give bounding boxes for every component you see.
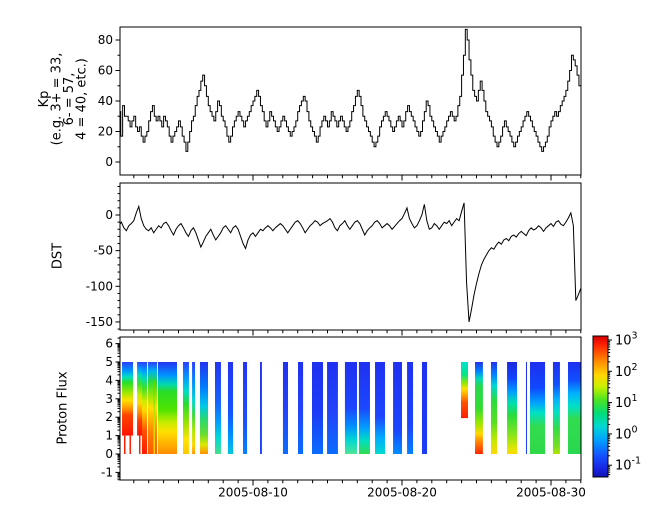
dst-axis-label: DST <box>51 243 66 269</box>
dst-ytick-label: 0 <box>105 208 113 222</box>
date-tick-label: 2005-08-10 <box>218 486 288 500</box>
kp-ytick-label: 40 <box>98 94 113 108</box>
colorbar-tick-label: 102 <box>615 362 638 380</box>
flux-band <box>490 362 498 454</box>
flux-band <box>137 362 142 436</box>
flux-band <box>475 362 483 454</box>
colorbar-tick-label: 101 <box>615 393 638 411</box>
kp-series <box>120 28 581 152</box>
flux-band <box>552 362 560 454</box>
flux-band <box>147 362 158 454</box>
flux-band <box>142 362 148 454</box>
flux-band <box>182 362 189 454</box>
flux-band <box>139 435 141 454</box>
flux-band <box>153 380 155 454</box>
flux-band <box>129 435 131 454</box>
flux-band <box>393 362 402 454</box>
flux-band <box>215 362 221 454</box>
flux-band <box>227 362 234 454</box>
flux-band <box>282 362 289 454</box>
flux-band <box>123 435 126 454</box>
flux-band <box>461 362 468 419</box>
flux-band <box>260 362 262 454</box>
flux-band <box>375 362 386 454</box>
dst-ytick-label: -50 <box>93 244 113 258</box>
flux-band <box>298 362 304 454</box>
date-tick-label: 2005-08-20 <box>367 486 437 500</box>
proton-flux-spectrogram <box>122 362 581 454</box>
dst-ytick-label: -100 <box>86 279 113 293</box>
dst-ytick-label: -150 <box>86 315 113 329</box>
flux-band <box>358 362 370 454</box>
flux-band <box>199 362 209 454</box>
proton_flux-ytick-label: 4 <box>105 373 113 387</box>
flux-band <box>529 362 546 454</box>
dst-axes: 0 -50 -100 -150 DST <box>51 182 582 336</box>
flux-band <box>344 362 357 454</box>
colorbar-tick-label: 10-1 <box>615 456 641 474</box>
kp-axes: 0 20 40 60 80 Kp(e.g. 3+ = 33,6- = 57,4 = 40,… <box>37 26 582 181</box>
proton_flux-axes: -1 0 1 2 3 4 5 6 2005-08-10 2005-08-20 2005-08-30 P… <box>56 336 586 500</box>
flux-band <box>327 362 338 454</box>
proton_flux-ytick-label: 0 <box>105 447 113 461</box>
flux-band <box>243 362 248 454</box>
flux-band <box>421 362 428 454</box>
flux-band <box>525 362 528 454</box>
date-tick-label: 2005-08-30 <box>516 486 586 500</box>
flux-band <box>407 362 414 454</box>
flux-colorbar: 103 102 101 100 10-1 <box>592 331 641 478</box>
proton_flux-ytick-label: 6 <box>105 337 113 351</box>
flux-band <box>157 362 178 454</box>
kp-ytick-label: 0 <box>105 155 113 169</box>
colorbar-tick-label: 100 <box>615 424 638 442</box>
proton_flux-ytick-label: 5 <box>105 355 113 369</box>
kp-axis-label: Kp(e.g. 3+ = 33,6- = 57,4 = 40, etc.) <box>37 53 90 146</box>
proton_flux-ytick-label: 2 <box>105 410 113 424</box>
flux-band <box>312 362 324 454</box>
proton_flux-ytick-label: 3 <box>105 392 113 406</box>
proton_flux-ytick-label: -1 <box>101 465 113 479</box>
proton_flux-axis-label: Proton Flux <box>56 371 71 444</box>
proton_flux-ytick-label: 1 <box>105 429 113 443</box>
flux-band <box>507 362 518 454</box>
colorbar-tick-label: 103 <box>615 331 638 349</box>
flux-band <box>192 362 196 454</box>
kp-ytick-label: 20 <box>98 125 113 139</box>
dst-series <box>120 202 581 323</box>
flux-band <box>122 362 134 436</box>
kp-ytick-label: 60 <box>98 64 113 78</box>
flux-band <box>567 362 581 454</box>
kp-ytick-label: 80 <box>98 33 113 47</box>
